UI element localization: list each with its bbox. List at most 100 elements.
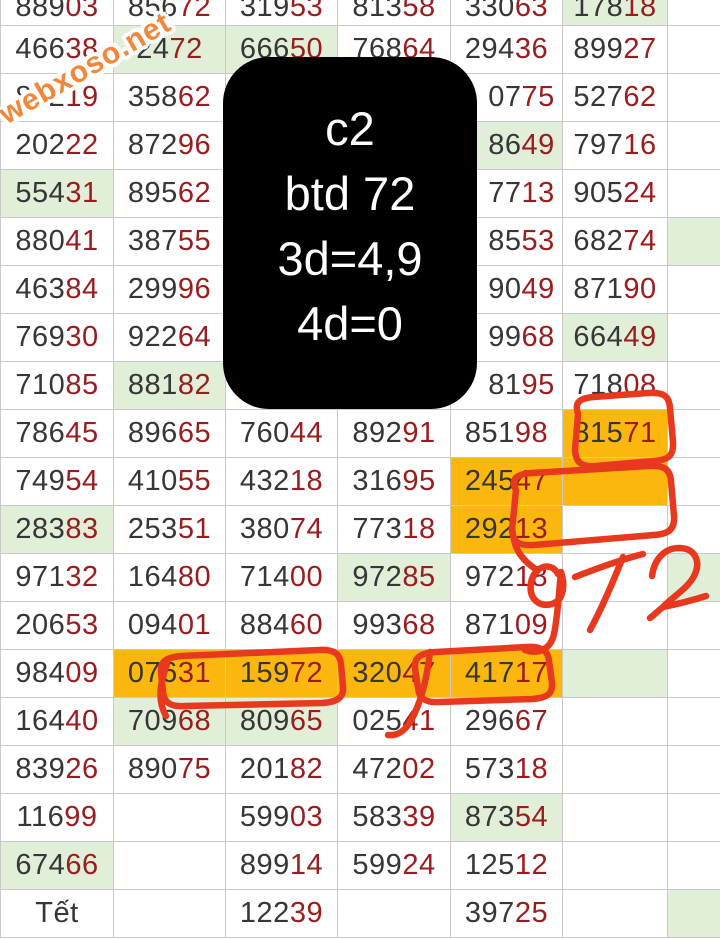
table-cell xyxy=(668,218,720,266)
table-cell: 81358 xyxy=(338,0,451,26)
table-cell: 74954 xyxy=(1,458,114,506)
table-cell: 80965 xyxy=(226,698,338,746)
table-cell: 31695 xyxy=(338,458,451,506)
table-cell: 16480 xyxy=(114,554,226,602)
table-cell: 90524 xyxy=(563,170,668,218)
table-cell: 76044 xyxy=(226,410,338,458)
table-cell: 85672 xyxy=(114,0,226,26)
table-cell: 55431 xyxy=(1,170,114,218)
table-cell: 67466 xyxy=(1,842,114,890)
table-cell: 99368 xyxy=(338,602,451,650)
table-cell: 25351 xyxy=(114,506,226,554)
table-cell: 97132 xyxy=(1,554,114,602)
table-cell: 83926 xyxy=(1,746,114,794)
table-cell: 89927 xyxy=(563,26,668,74)
table-cell: 29213 xyxy=(451,506,563,554)
table-cell: 47202 xyxy=(338,746,451,794)
table-cell: 57318 xyxy=(451,746,563,794)
note-line: 4d=0 xyxy=(297,297,403,350)
table-cell: 89562 xyxy=(114,170,226,218)
table-cell: 87109 xyxy=(451,602,563,650)
table-cell: 92264 xyxy=(114,314,226,362)
table-cell: 02541 xyxy=(338,698,451,746)
table-cell: 41717 xyxy=(451,650,563,698)
table-cell: 58339 xyxy=(338,794,451,842)
table-cell: 38074 xyxy=(226,506,338,554)
table-cell: 87190 xyxy=(563,266,668,314)
table-cell xyxy=(563,890,668,938)
table-cell: 87296 xyxy=(114,122,226,170)
table-cell: 38755 xyxy=(114,218,226,266)
table-cell: 2472 xyxy=(114,26,226,74)
table-cell: 32047 xyxy=(338,650,451,698)
table-cell xyxy=(114,794,226,842)
table-cell: 12512 xyxy=(451,842,563,890)
note-sticker: c2 btd 72 3d=4,9 4d=0 xyxy=(223,57,477,409)
table-cell xyxy=(668,74,720,122)
table-cell: 79716 xyxy=(563,122,668,170)
table-cell: 78645 xyxy=(1,410,114,458)
table-cell xyxy=(338,890,451,938)
table-cell: 24547 xyxy=(451,458,563,506)
table-cell: 81571 xyxy=(563,410,668,458)
table-cell: 43218 xyxy=(226,458,338,506)
table-cell xyxy=(668,890,720,938)
table-cell xyxy=(668,602,720,650)
table-cell xyxy=(563,794,668,842)
table-cell: 16440 xyxy=(1,698,114,746)
table-cell xyxy=(563,650,668,698)
table-cell: 89075 xyxy=(114,746,226,794)
table-cell xyxy=(668,506,720,554)
table-cell: 41055 xyxy=(114,458,226,506)
table-cell: 59924 xyxy=(338,842,451,890)
table-cell: 31953 xyxy=(226,0,338,26)
table-cell: 71808 xyxy=(563,362,668,410)
table-cell: 88041 xyxy=(1,218,114,266)
table-cell xyxy=(668,746,720,794)
note-line: c2 xyxy=(325,102,375,155)
table-cell: 20222 xyxy=(1,122,114,170)
table-cell xyxy=(668,794,720,842)
table-cell: 28383 xyxy=(1,506,114,554)
table-cell: Tết xyxy=(1,890,114,938)
table-cell: 46638 xyxy=(1,26,114,74)
table-cell xyxy=(114,890,226,938)
table-cell xyxy=(668,26,720,74)
table-cell xyxy=(114,842,226,890)
table-cell: 66449 xyxy=(563,314,668,362)
table-cell xyxy=(563,746,668,794)
table-cell xyxy=(563,554,668,602)
table-cell: 29667 xyxy=(451,698,563,746)
table-cell: 87354 xyxy=(451,794,563,842)
table-cell: 97218 xyxy=(451,554,563,602)
table-cell xyxy=(668,842,720,890)
table-cell: 07631 xyxy=(114,650,226,698)
table-cell: 17818 xyxy=(563,0,668,26)
table-cell: 87219 xyxy=(1,74,114,122)
table-cell: 52762 xyxy=(563,74,668,122)
table-cell: 77318 xyxy=(338,506,451,554)
table-cell xyxy=(668,266,720,314)
table-cell xyxy=(563,602,668,650)
table-cell: 33063 xyxy=(451,0,563,26)
table-cell: 89665 xyxy=(114,410,226,458)
table-cell xyxy=(668,362,720,410)
table-cell: 46384 xyxy=(1,266,114,314)
table-cell: 29436 xyxy=(451,26,563,74)
table-cell xyxy=(668,410,720,458)
table-cell: 12239 xyxy=(226,890,338,938)
table-cell xyxy=(668,122,720,170)
table-cell: 70968 xyxy=(114,698,226,746)
table-cell: 39725 xyxy=(451,890,563,938)
table-cell xyxy=(563,698,668,746)
note-line: 3d=4,9 xyxy=(277,232,423,285)
table-cell: 88903 xyxy=(1,0,114,26)
table-cell: 20182 xyxy=(226,746,338,794)
table-cell xyxy=(563,458,668,506)
table-cell: 15972 xyxy=(226,650,338,698)
table-cell xyxy=(668,554,720,602)
table-cell: 09401 xyxy=(114,602,226,650)
table-cell: 68274 xyxy=(563,218,668,266)
note-line: btd 72 xyxy=(284,167,416,220)
